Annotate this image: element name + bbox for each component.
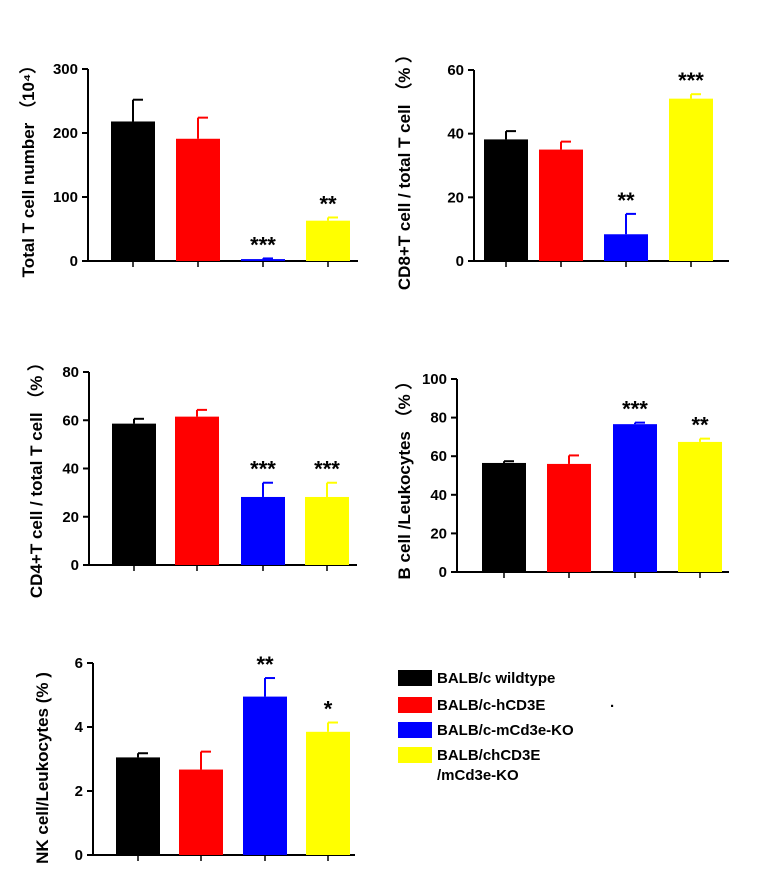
significance-label: ** bbox=[617, 188, 635, 213]
bar-4 bbox=[669, 98, 713, 262]
legend-label-hcd3e-mcd3e-ko: BALB/chCD3E bbox=[437, 747, 540, 764]
y-tick-label: 20 bbox=[430, 525, 447, 542]
chart-cd4-ratio: 0 20 40 60 80 *** *** CD4+T cell / total T cell… bbox=[26, 354, 357, 598]
y-tick-label: 60 bbox=[447, 62, 464, 79]
y-tick-label: 0 bbox=[70, 253, 78, 270]
significance-label: *** bbox=[250, 232, 276, 257]
significance-label: ** bbox=[256, 652, 274, 677]
bar-3 bbox=[241, 259, 285, 261]
legend-label-hcd3e-mcd3e-ko-line2: /mCd3e-KO bbox=[437, 767, 519, 784]
significance-label: ** bbox=[319, 191, 337, 216]
y-tick-label: 6 bbox=[75, 655, 83, 672]
y-tick-label: 60 bbox=[430, 448, 447, 465]
legend-swatch-mcd3e-ko bbox=[398, 722, 432, 738]
y-tick-label: 2 bbox=[75, 783, 83, 800]
y-tick-label: 20 bbox=[447, 189, 464, 206]
bar-4 bbox=[306, 220, 350, 261]
legend-label-wildtype: BALB/c wildtype bbox=[437, 670, 555, 687]
y-axis-label: CD8+T cell / total T cell （% ） bbox=[394, 46, 414, 290]
legend-stray-mark: . bbox=[610, 694, 614, 711]
bar-2 bbox=[175, 416, 219, 565]
legend-swatch-hcd3e-mcd3e-ko bbox=[398, 747, 432, 763]
significance-label: *** bbox=[250, 457, 276, 482]
y-axis-label: B cell /Leukocytes （% ） bbox=[394, 373, 414, 580]
legend-label-hcd3e: BALB/c-hCD3E bbox=[437, 697, 545, 714]
y-tick-label: 40 bbox=[62, 461, 79, 478]
bar-1 bbox=[116, 757, 160, 855]
bar-4 bbox=[678, 441, 722, 572]
y-tick-label: 40 bbox=[430, 487, 447, 504]
y-tick-label: 0 bbox=[439, 564, 447, 581]
y-tick-label: 0 bbox=[71, 557, 79, 574]
y-tick-label: 4 bbox=[75, 719, 84, 736]
legend-swatch-wildtype bbox=[398, 670, 432, 686]
y-tick-label: 300 bbox=[53, 61, 78, 78]
bar-2 bbox=[176, 138, 220, 261]
significance-label: * bbox=[324, 697, 333, 722]
bar-3 bbox=[243, 696, 287, 855]
y-axis-label: NK cell/Leukocytes (% ) bbox=[33, 672, 52, 864]
significance-label: *** bbox=[314, 457, 340, 482]
y-tick-label: 80 bbox=[62, 364, 79, 381]
significance-label: *** bbox=[622, 397, 648, 422]
bar-3 bbox=[241, 496, 285, 565]
bar-1 bbox=[112, 423, 156, 565]
bar-1 bbox=[484, 139, 528, 261]
bar-1 bbox=[482, 462, 526, 572]
bar-3 bbox=[604, 234, 648, 261]
significance-label: ** bbox=[691, 413, 709, 438]
significance-label: *** bbox=[678, 68, 704, 93]
legend: BALB/c wildtype BALB/c-hCD3E . BALB/c-mC… bbox=[398, 670, 614, 784]
y-tick-label: 80 bbox=[430, 410, 447, 427]
y-tick-label: 100 bbox=[422, 371, 447, 388]
bar-2 bbox=[179, 769, 223, 855]
y-tick-label: 20 bbox=[62, 509, 79, 526]
y-tick-label: 40 bbox=[447, 126, 464, 143]
y-axis-label: Total T cell number （10⁴） bbox=[18, 57, 38, 278]
y-tick-label: 0 bbox=[456, 253, 464, 270]
y-tick-label: 0 bbox=[75, 847, 83, 864]
y-tick-label: 60 bbox=[62, 412, 79, 429]
bar-4 bbox=[305, 496, 349, 565]
bar-2 bbox=[547, 463, 591, 572]
y-axis-label: CD4+T cell / total T cell （% ） bbox=[26, 354, 46, 598]
bar-4 bbox=[306, 731, 350, 855]
legend-label-mcd3e-ko: BALB/c-mCd3e-KO bbox=[437, 722, 574, 739]
y-tick-label: 200 bbox=[53, 125, 78, 142]
bar-2 bbox=[539, 149, 583, 261]
bar-3 bbox=[613, 424, 657, 572]
bar-1 bbox=[111, 121, 155, 261]
y-tick-label: 100 bbox=[53, 189, 78, 206]
legend-swatch-hcd3e bbox=[398, 697, 432, 713]
